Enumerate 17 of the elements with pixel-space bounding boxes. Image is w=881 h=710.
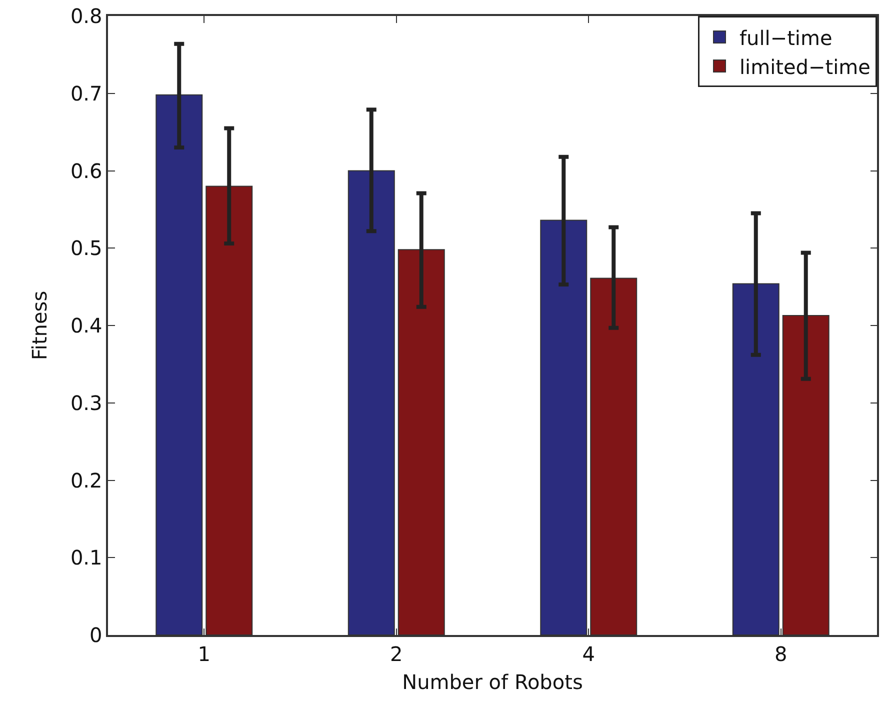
y-tick-label: 0.3 <box>70 390 102 415</box>
y-tick-label: 0.1 <box>70 546 102 570</box>
y-tick-label: 0.2 <box>70 468 102 492</box>
x-tick-label: 8 <box>774 642 788 666</box>
y-tick-label: 0 <box>90 623 102 647</box>
legend-label: full−time <box>740 26 832 50</box>
y-tick-label: 0.5 <box>70 236 102 260</box>
y-tick-label: 0.4 <box>70 314 102 338</box>
y-axis-title: Fitness <box>27 290 52 360</box>
legend-label: limited−time <box>740 54 870 79</box>
y-tick-label: 0.8 <box>70 4 102 28</box>
x-axis-title: Number of Robots <box>402 670 583 694</box>
x-tick-label: 1 <box>198 642 210 666</box>
x-tick-label: 2 <box>390 642 403 666</box>
y-tick-label: 0.7 <box>70 81 102 106</box>
y-tick-label: 0.6 <box>70 158 102 183</box>
x-tick-label: 4 <box>582 642 595 666</box>
